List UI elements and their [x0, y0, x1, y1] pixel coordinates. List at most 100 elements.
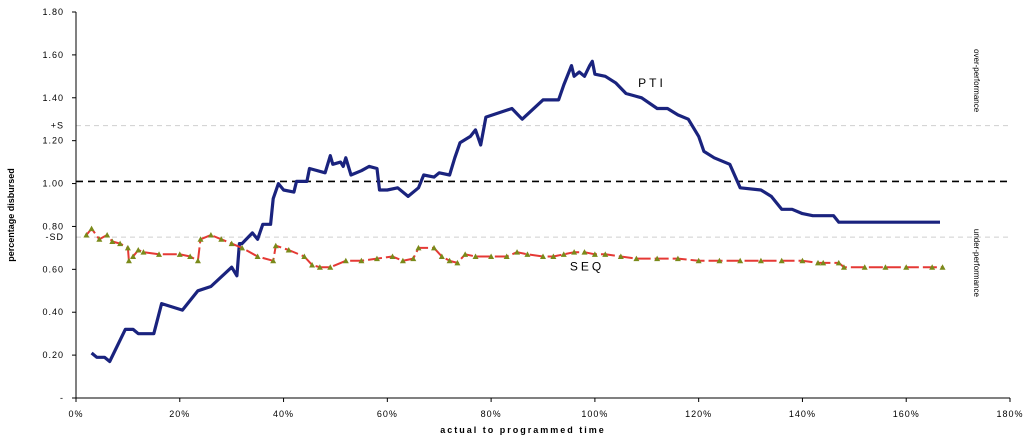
y-tick-label: 1.40 — [42, 93, 64, 103]
y-axis-title: percentage disbursed — [6, 168, 16, 262]
series-point-seq — [939, 264, 946, 270]
series-point-seq — [197, 236, 204, 242]
series-point-seq — [929, 264, 936, 270]
series-point-seq — [239, 244, 246, 251]
labels-layer: +S -SD - 0.20 0.40 0.60 0.80 1.00 1.20 1.40 1.60 1.… — [6, 7, 1023, 435]
reference-lines-layer — [76, 125, 1010, 238]
band-label-over-performance: over-performance — [972, 49, 981, 113]
x-tick-label: 60% — [377, 409, 398, 419]
series-point-seq — [674, 255, 681, 262]
series-point-seq — [124, 244, 131, 251]
series-point-seq — [358, 257, 365, 264]
series-point-seq — [399, 257, 406, 264]
series-point-seq — [882, 264, 889, 270]
series-point-seq — [342, 257, 349, 264]
series-point-seq — [581, 249, 588, 255]
y-tick-label: 0.40 — [42, 307, 64, 317]
series-point-seq — [96, 236, 103, 242]
series-point-seq — [194, 257, 201, 264]
series-point-seq — [695, 257, 702, 264]
x-tick-label: 0% — [68, 409, 83, 419]
series-point-seq — [654, 255, 661, 262]
series-point-seq — [903, 264, 910, 270]
series-point-seq — [176, 251, 183, 257]
series-point-seq — [83, 232, 90, 238]
series-point-seq — [104, 232, 111, 238]
series-label-pti: PTI — [638, 76, 666, 90]
series-point-seq — [861, 264, 868, 270]
series-point-seq — [187, 253, 194, 259]
series-point-seq — [757, 257, 764, 264]
series-point-seq — [820, 259, 827, 266]
series-point-seq — [716, 257, 723, 264]
series-point-seq — [228, 240, 235, 247]
series-point-seq — [125, 257, 132, 264]
axes-layer — [72, 11, 1011, 402]
series-point-seq — [254, 253, 261, 259]
series-point-seq — [472, 253, 479, 259]
x-tick-label: 20% — [169, 409, 190, 419]
series-point-seq — [207, 232, 214, 238]
y-tick-label: 0.60 — [42, 264, 64, 274]
series-point-seq — [617, 253, 624, 259]
series-point-seq — [462, 251, 469, 257]
series-point-seq — [550, 253, 557, 259]
x-tick-label: 100% — [581, 409, 608, 419]
reference-line-label: -SD — [46, 232, 65, 242]
series-point-seq — [835, 259, 842, 266]
x-tick-label: 40% — [273, 409, 294, 419]
series-point-seq — [316, 264, 323, 270]
series-point-seq — [591, 251, 598, 257]
series-point-seq — [285, 247, 292, 253]
series-point-seq — [815, 259, 822, 266]
series-point-seq — [410, 255, 417, 262]
series-point-seq — [309, 262, 316, 268]
band-label-under-performance: under-performance — [972, 229, 981, 298]
series-point-seq — [602, 251, 609, 257]
series-point-seq — [109, 238, 116, 244]
y-tick-label: 1.80 — [42, 7, 64, 17]
series-point-seq — [415, 244, 422, 251]
series-point-seq — [373, 255, 380, 262]
y-tick-label: 0.80 — [42, 221, 64, 231]
series-point-seq — [446, 257, 453, 264]
series-point-seq — [514, 249, 521, 255]
series-point-seq — [272, 242, 279, 249]
series-point-seq — [431, 244, 438, 251]
y-tick-label: 1.20 — [42, 136, 64, 146]
series-point-seq — [140, 249, 147, 255]
x-tick-label: 140% — [789, 409, 816, 419]
series-point-seq — [560, 251, 567, 257]
y-tick-label: - — [60, 393, 64, 403]
y-tick-label: 1.00 — [42, 179, 64, 189]
x-tick-label: 120% — [685, 409, 712, 419]
series-line-pti — [90, 59, 940, 364]
series-point-seq — [778, 257, 785, 264]
series-point-seq — [88, 225, 95, 232]
series-point-seq — [540, 253, 546, 259]
reference-line-label: +S — [51, 121, 64, 131]
series-label-seq: SEQ — [570, 259, 604, 273]
x-tick-label: 160% — [893, 409, 920, 419]
y-tick-label: 1.60 — [42, 50, 64, 60]
series-point-seq — [270, 257, 277, 264]
x-tick-label: 180% — [996, 409, 1023, 419]
series-line-seq — [85, 227, 943, 269]
x-axis-title: actual to programmed time — [440, 425, 606, 435]
series-point-seq — [488, 253, 495, 259]
series-layer — [83, 59, 946, 364]
series-point-seq — [218, 236, 225, 242]
series-point-seq — [633, 255, 640, 262]
series-point-seq — [454, 259, 461, 266]
series-point-seq — [301, 253, 308, 259]
y-tick-label: 0.20 — [42, 350, 64, 360]
series-point-seq — [389, 253, 396, 259]
series-point-seq — [840, 264, 847, 270]
series-point-seq — [737, 257, 744, 264]
series-point-seq — [327, 264, 334, 270]
series-point-seq — [503, 253, 510, 259]
series-point-seq — [571, 249, 578, 255]
x-tick-label: 80% — [481, 409, 502, 419]
series-point-seq — [135, 247, 142, 253]
